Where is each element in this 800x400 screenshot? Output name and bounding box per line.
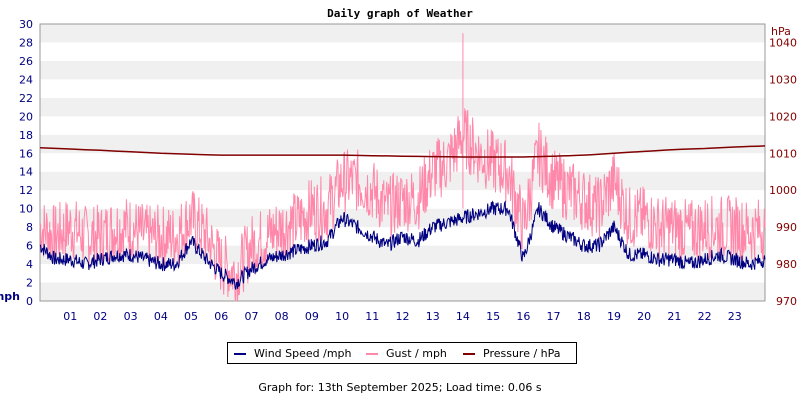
x-tick-label: 08 [275, 310, 289, 323]
legend-label-wind: Wind Speed /mph [254, 347, 352, 360]
x-tick-label: 16 [516, 310, 530, 323]
x-tick-label: 04 [154, 310, 168, 323]
left-tick-label: 26 [19, 55, 33, 68]
x-tick-label: 21 [667, 310, 681, 323]
x-tick-label: 19 [607, 310, 621, 323]
left-tick-label: 30 [19, 18, 33, 31]
x-tick-label: 03 [124, 310, 138, 323]
left-tick-label: 14 [19, 166, 33, 179]
x-tick-label: 09 [305, 310, 319, 323]
left-tick-label: 22 [19, 92, 33, 105]
right-axis-ticks: 970 980 990 1000 1010 1020 1030 1040 [769, 36, 797, 308]
left-axis-label: mph [0, 290, 20, 303]
x-axis-ticks: 01 02 03 04 05 06 07 08 09 10 11 12 13 14 15 16 17 18 19 20… [63, 310, 742, 323]
x-tick-label: 01 [63, 310, 77, 323]
pressure-swatch [463, 353, 475, 355]
left-tick-label: 0 [26, 295, 33, 308]
x-tick-label: 02 [93, 310, 107, 323]
plot-border [39, 23, 766, 302]
x-tick-label: 20 [637, 310, 651, 323]
gust-series-line [39, 108, 766, 302]
grid-band [40, 282, 765, 301]
x-tick-label: 10 [335, 310, 349, 323]
x-tick-label: 11 [365, 310, 379, 323]
right-tick-label: 990 [776, 221, 797, 234]
left-tick-label: 24 [19, 73, 33, 86]
graph-footer: Graph for: 13th September 2025; Load tim… [258, 381, 542, 394]
chart-title: Daily graph of Weather [327, 7, 473, 20]
series-group [39, 33, 766, 302]
grid-band [40, 97, 765, 117]
right-tick-label: 1000 [769, 184, 797, 197]
pressure-series-line [39, 145, 766, 158]
legend-label-pressure: Pressure / hPa [483, 347, 561, 360]
right-tick-label: 1030 [769, 73, 797, 86]
grid-band [40, 134, 765, 154]
left-tick-label: 28 [19, 36, 33, 49]
legend-item-wind: Wind Speed /mph [234, 347, 352, 360]
grid-band [40, 60, 765, 80]
left-tick-label: 18 [19, 129, 33, 142]
left-tick-label: 2 [26, 277, 33, 290]
right-tick-label: 970 [776, 295, 797, 308]
grid-band [40, 116, 765, 135]
x-tick-label: 12 [396, 310, 410, 323]
legend-item-pressure: Pressure / hPa [463, 347, 561, 360]
x-tick-label: 23 [728, 310, 742, 323]
grid-band [40, 153, 765, 172]
right-axis-label: hPa [771, 25, 791, 38]
x-tick-label: 14 [456, 310, 470, 323]
x-tick-label: 22 [698, 310, 712, 323]
left-tick-label: 4 [26, 258, 33, 271]
x-tick-label: 15 [486, 310, 500, 323]
grid-band [40, 24, 765, 43]
left-tick-label: 6 [26, 240, 33, 253]
x-tick-label: 17 [547, 310, 561, 323]
grid-band [40, 208, 765, 228]
grid-band [40, 42, 765, 61]
x-tick-label: 13 [426, 310, 440, 323]
legend-label-gust: Gust / mph [386, 347, 447, 360]
legend: Wind Speed /mph Gust / mph Pressure / hP… [227, 342, 577, 364]
right-tick-label: 1020 [769, 110, 797, 123]
grid-band [40, 264, 765, 283]
grid-band [40, 79, 765, 98]
left-tick-label: 8 [26, 221, 33, 234]
right-tick-label: 1040 [769, 36, 797, 49]
wind-swatch [234, 353, 246, 355]
x-tick-label: 07 [244, 310, 258, 323]
left-tick-label: 20 [19, 110, 33, 123]
gust-swatch [366, 353, 378, 355]
legend-item-gust: Gust / mph [366, 347, 447, 360]
wind-series-line [39, 200, 766, 290]
x-tick-label: 05 [184, 310, 198, 323]
left-tick-label: 10 [19, 203, 33, 216]
left-tick-label: 16 [19, 147, 33, 160]
x-tick-label: 06 [214, 310, 228, 323]
right-tick-label: 1010 [769, 147, 797, 160]
x-tick-label: 18 [577, 310, 591, 323]
left-tick-label: 12 [19, 184, 33, 197]
right-tick-label: 980 [776, 258, 797, 271]
